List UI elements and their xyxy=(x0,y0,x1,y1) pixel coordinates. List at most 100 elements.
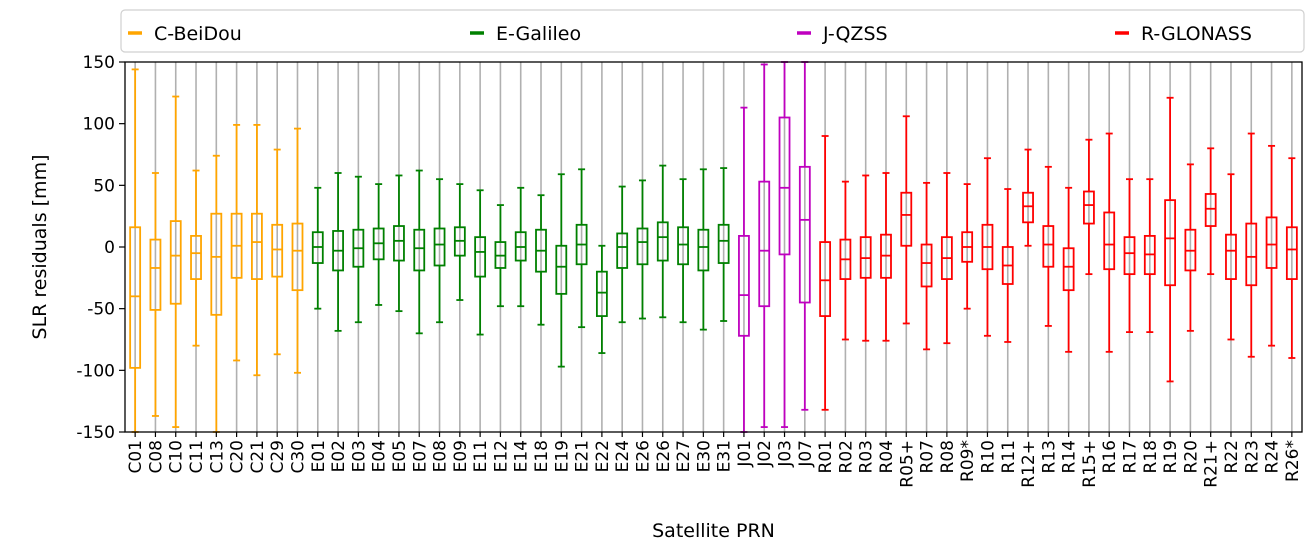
x-tick-label: C13 xyxy=(207,440,227,474)
box-iqr xyxy=(819,241,832,317)
box-iqr xyxy=(778,116,791,256)
x-tick-label: C20 xyxy=(228,440,248,474)
y-axis: -150 -100 -50 0 50 100 150 xyxy=(76,53,125,443)
box-c10 xyxy=(169,95,182,428)
x-tick-label: E26 xyxy=(654,440,674,472)
box-r08 xyxy=(940,172,953,345)
x-tick-label: R04 xyxy=(877,440,897,473)
box-r17 xyxy=(1123,178,1136,334)
box-c08 xyxy=(149,172,162,417)
x-tick-label: E09 xyxy=(451,440,471,472)
box-iqr xyxy=(900,191,913,247)
x-tick-label: J02 xyxy=(755,440,775,468)
box-c30 xyxy=(291,127,304,374)
x-tick-label: J03 xyxy=(776,440,796,468)
box-iqr xyxy=(474,236,487,278)
box-iqr xyxy=(1062,247,1075,292)
box-r02 xyxy=(839,180,852,341)
x-tick-label: R19 xyxy=(1161,440,1181,473)
box-r14 xyxy=(1062,186,1075,353)
x-tick-label: E22 xyxy=(593,440,613,472)
x-tick-label: J01 xyxy=(735,440,755,468)
box-iqr xyxy=(1204,193,1217,227)
legend: C-BeiDou E-Galileo J-QZSS R-GLONASS xyxy=(120,9,1305,53)
x-tick-label: C21 xyxy=(248,440,268,474)
y-tick-label: 150 xyxy=(83,53,115,73)
y-tick-label: 50 xyxy=(93,176,115,196)
y-tick-label: 0 xyxy=(104,238,115,258)
x-tick-label: C11 xyxy=(187,440,207,474)
box-e27 xyxy=(677,178,689,324)
box-e11 xyxy=(474,189,487,336)
box-iqr xyxy=(1164,199,1176,287)
box-iqr xyxy=(595,270,608,317)
box-e26 xyxy=(656,164,669,319)
box-r07 xyxy=(920,181,933,351)
box-e08 xyxy=(433,178,446,324)
box-e18 xyxy=(535,194,547,326)
x-tick-label: R22 xyxy=(1222,440,1242,473)
box-e26 xyxy=(636,179,649,320)
x-tick-label: E03 xyxy=(349,440,369,472)
box-e01 xyxy=(311,186,324,310)
x-tick-label: E07 xyxy=(410,440,430,472)
x-tick-label: R03 xyxy=(857,440,877,473)
box-iqr xyxy=(1245,222,1258,287)
x-tick-label: E30 xyxy=(694,440,714,472)
legend-label: E-Galileo xyxy=(496,23,581,45)
legend-label: J-QZSS xyxy=(822,23,888,45)
x-tick-label: E14 xyxy=(512,440,532,472)
x-tick-label: R09* xyxy=(958,440,978,482)
box-e09 xyxy=(453,183,466,301)
box-r22 xyxy=(1225,173,1237,341)
x-tick-label: C01 xyxy=(126,440,146,474)
x-tick-label: E19 xyxy=(552,440,572,472)
box-iqr xyxy=(920,243,933,288)
x-axis-label: Satellite PRN xyxy=(652,520,775,542)
box-iqr xyxy=(1123,236,1136,276)
box-c13 xyxy=(210,154,223,433)
box-e24 xyxy=(616,185,629,324)
box-iqr xyxy=(1265,216,1278,269)
x-tick-label: C30 xyxy=(288,440,308,474)
box-e12 xyxy=(494,204,507,308)
box-iqr xyxy=(738,234,750,337)
box-iqr xyxy=(1022,191,1034,224)
box-iqr xyxy=(169,220,182,305)
box-r21 xyxy=(1204,147,1217,276)
box-iqr xyxy=(1225,233,1237,280)
box-iqr xyxy=(697,228,710,272)
box-r01 xyxy=(819,135,832,411)
box-c29 xyxy=(271,148,284,356)
box-r11 xyxy=(1001,188,1014,343)
box-r19 xyxy=(1164,96,1176,383)
box-e07 xyxy=(413,169,426,335)
x-tick-label: J07 xyxy=(796,440,816,468)
x-tick-label: C29 xyxy=(268,440,288,474)
box-j01 xyxy=(738,106,750,433)
box-r23 xyxy=(1245,132,1258,358)
box-iqr xyxy=(1103,211,1116,271)
x-tick-label: R10 xyxy=(978,440,998,473)
box-e02 xyxy=(332,172,344,332)
legend-frame xyxy=(120,9,1305,53)
box-iqr xyxy=(413,228,426,272)
x-tick-label: R24 xyxy=(1263,440,1283,473)
box-r05 xyxy=(900,115,913,325)
box-c20 xyxy=(230,124,243,362)
y-tick-label: 100 xyxy=(83,115,115,135)
box-iqr xyxy=(190,234,202,280)
x-tick-label: R17 xyxy=(1121,440,1141,473)
box-r03 xyxy=(859,174,872,342)
x-tick-label: R08 xyxy=(938,440,958,473)
x-tick-label: E24 xyxy=(613,440,633,472)
x-tick-label: E02 xyxy=(329,440,349,472)
box-e14 xyxy=(514,186,527,308)
box-r10 xyxy=(981,157,994,337)
x-tick-label: E18 xyxy=(532,440,552,472)
box-iqr xyxy=(1042,225,1055,268)
x-tick-label: R18 xyxy=(1141,440,1161,473)
y-tick-label: -100 xyxy=(76,361,115,381)
box-e03 xyxy=(352,175,365,324)
box-e05 xyxy=(393,174,405,313)
